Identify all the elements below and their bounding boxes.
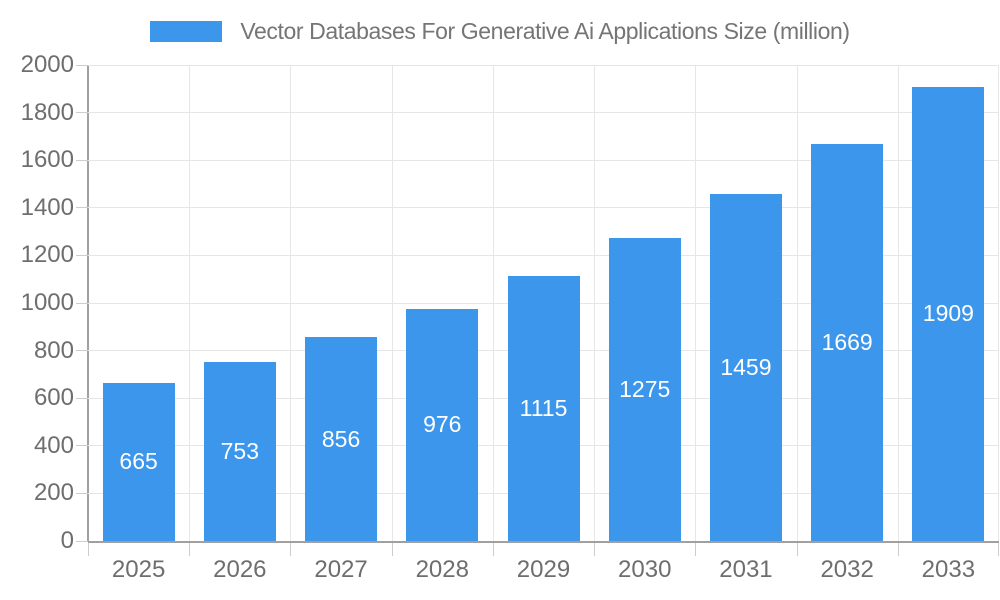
y-axis-tick — [76, 350, 88, 352]
y-axis-tick-label: 0 — [60, 527, 74, 554]
y-axis-tick — [76, 540, 88, 542]
bar-value-label: 1275 — [619, 375, 671, 402]
y-axis-tick — [76, 64, 88, 66]
x-axis-label-2026: 2026 — [213, 556, 267, 583]
chart-legend[interactable]: Vector Databases For Generative Ai Appli… — [0, 18, 1000, 45]
x-axis-label-2029: 2029 — [516, 556, 571, 583]
bar-value-label: 976 — [423, 411, 462, 438]
x-axis-label-2032: 2032 — [820, 556, 874, 583]
bar-value-label: 1669 — [821, 328, 873, 355]
x-axis-tick — [695, 543, 697, 556]
x-axis-tick — [594, 543, 596, 556]
chart-title: Vector Databases For Generative Ai Appli… — [240, 18, 850, 44]
v-gridline — [897, 65, 899, 541]
v-gridline — [391, 65, 393, 541]
x-axis-tick — [189, 543, 191, 556]
y-axis-tick — [76, 492, 88, 494]
y-axis-tick — [76, 254, 88, 256]
x-axis-tick — [796, 543, 798, 556]
v-gridline — [796, 65, 798, 541]
v-gridline — [998, 65, 999, 541]
x-axis-label-2028: 2028 — [415, 556, 469, 583]
plot-area: 665 753 856 976 1115 1275 1459 1669 1909 — [76, 64, 999, 556]
v-gridline — [594, 65, 596, 541]
y-axis-tick-label: 1000 — [20, 289, 74, 316]
x-axis-label-2027: 2027 — [314, 556, 368, 583]
x-axis-label-2031: 2031 — [719, 556, 773, 583]
x-axis-label-2033: 2033 — [921, 556, 976, 583]
bar-value-label: 753 — [220, 437, 260, 464]
x-axis-tick — [391, 543, 393, 556]
bar-2029[interactable]: 1115 — [507, 275, 580, 541]
y-axis-tick-label: 600 — [33, 384, 74, 412]
h-gridline — [88, 207, 999, 209]
bar-2026[interactable]: 753 — [203, 361, 276, 541]
bar-2027[interactable]: 856 — [305, 337, 378, 541]
bar-value-label: 1115 — [519, 394, 568, 421]
legend-swatch-icon — [150, 21, 223, 42]
v-gridline — [189, 65, 191, 541]
y-axis-tick-label: 1200 — [20, 241, 74, 269]
h-gridline — [88, 159, 999, 161]
bar-2031[interactable]: 1459 — [709, 193, 782, 541]
h-gridline — [88, 112, 999, 114]
y-axis-tick-label: 800 — [33, 336, 74, 364]
y-axis-tick — [76, 445, 88, 447]
v-gridline — [492, 65, 494, 541]
bar-value-label: 856 — [321, 425, 361, 452]
x-axis-tick — [492, 543, 494, 556]
y-axis-tick — [76, 112, 88, 114]
bar-value-label: 1909 — [922, 300, 974, 327]
h-gridline — [88, 254, 999, 256]
y-axis-tick-label: 1600 — [20, 146, 74, 174]
x-axis-label-2025: 2025 — [111, 556, 166, 583]
v-gridline — [695, 65, 697, 541]
y-axis-tick — [76, 207, 88, 209]
bar-value-label: 1459 — [720, 353, 772, 380]
v-gridline — [290, 65, 292, 541]
bar-value-label: 665 — [119, 448, 158, 475]
x-axis-tick — [998, 543, 999, 556]
y-axis-tick — [76, 397, 88, 399]
bar-2025[interactable]: 665 — [102, 382, 175, 541]
x-axis-tick — [897, 543, 899, 556]
y-axis-tick-label: 400 — [33, 431, 74, 459]
bar-2033[interactable]: 1909 — [912, 86, 985, 541]
x-axis-tick — [290, 543, 292, 556]
x-axis-tick — [88, 543, 89, 556]
bar-2028[interactable]: 976 — [406, 308, 479, 541]
y-axis-tick — [76, 302, 88, 304]
y-axis-tick-label: 1400 — [20, 193, 74, 221]
x-axis-label-2030: 2030 — [618, 556, 672, 583]
x-axis-line — [88, 541, 999, 543]
bar-2032[interactable]: 1669 — [811, 143, 884, 541]
h-gridline — [88, 64, 999, 66]
bar-2030[interactable]: 1275 — [608, 237, 681, 541]
y-axis-tick — [76, 159, 88, 161]
y-axis-tick-label: 200 — [33, 479, 74, 507]
y-axis-tick-label: 1800 — [20, 98, 74, 126]
y-axis-tick-label: 2000 — [20, 51, 74, 78]
